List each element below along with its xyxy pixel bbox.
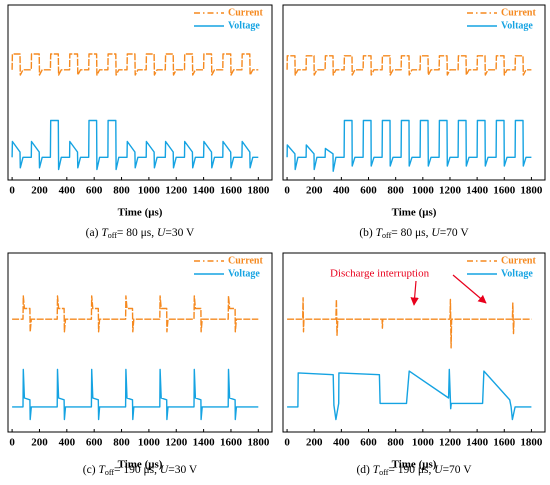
x-tick-label: 1400 [193, 185, 216, 197]
plot-frame [282, 4, 546, 181]
x-tick-label: 1400 [193, 437, 216, 449]
x-tick-label: 1200 [439, 185, 462, 197]
caption-part: = 190 μs, [114, 464, 160, 476]
x-tick-label: 800 [113, 437, 130, 449]
x-tick-label: 200 [31, 185, 48, 197]
x-tick-label: 1000 [138, 437, 161, 449]
x-tick-label: 600 [86, 185, 103, 197]
x-tick-label: 1600 [493, 185, 516, 197]
x-tick-label: 1800 [247, 437, 270, 449]
caption-part: (c) [83, 464, 99, 476]
x-tick-label: 400 [333, 437, 350, 449]
caption-part: =70 V [443, 464, 473, 476]
x-tick-label: 0 [284, 185, 290, 197]
annotation: Discharge interruption [330, 268, 430, 280]
series-line [287, 368, 532, 421]
x-tick-label: 200 [31, 437, 48, 449]
x-tick-label: 400 [333, 185, 350, 197]
caption-part: T [376, 227, 384, 239]
x-tick-label: 1200 [439, 437, 462, 449]
annotation-arrow [452, 274, 487, 304]
caption-part: =30 V [168, 464, 198, 476]
caption: (d) Toff= 190 μs, U=70 V [356, 464, 472, 477]
x-tick-label: 1000 [412, 185, 435, 197]
x-tick-label: 1200 [165, 185, 188, 197]
x-axis-label: Time (μs) [392, 207, 437, 219]
caption-part: (a) [86, 227, 102, 239]
caption-part: (d) [356, 464, 372, 476]
x-tick-label: 800 [387, 437, 404, 449]
x-tick-label: 1800 [520, 437, 543, 449]
x-tick-label: 200 [306, 437, 323, 449]
caption-part: T [373, 464, 381, 476]
x-tick-label: 600 [360, 185, 377, 197]
caption-part: off [105, 468, 115, 477]
legend-label: Voltage [228, 20, 260, 31]
caption-part: T [101, 227, 109, 239]
legend-label: Voltage [501, 268, 533, 279]
legend-label: Current [501, 7, 536, 18]
caption-part: (b) [359, 227, 375, 239]
x-tick-label: 1600 [220, 437, 243, 449]
x-tick-label: 1600 [220, 185, 243, 197]
x-tick-label: 1000 [138, 185, 161, 197]
caption-part: off [108, 231, 118, 240]
x-tick-label: 1200 [165, 437, 188, 449]
series-line [286, 119, 532, 172]
x-tick-label: 600 [86, 437, 103, 449]
x-tick-label: 800 [387, 185, 404, 197]
caption-part: = 80 μs, [117, 227, 157, 239]
legend-label: Current [228, 7, 263, 18]
caption-part: U [160, 464, 169, 476]
plot-frame [282, 252, 546, 433]
plot-frame [7, 252, 273, 433]
series-line [12, 368, 259, 421]
legend-label: Current [501, 255, 536, 266]
x-tick-label: 1800 [247, 185, 270, 197]
x-tick-label: 800 [113, 185, 130, 197]
plot-frame [7, 4, 273, 181]
caption: (b) Toff= 80 μs, U=70 V [359, 227, 469, 240]
caption-part: U [434, 464, 443, 476]
series-line [11, 119, 259, 171]
caption-part: = 80 μs, [391, 227, 431, 239]
x-tick-label: 600 [360, 437, 377, 449]
caption-part: U [431, 227, 440, 239]
caption-part: =30 V [165, 227, 195, 239]
caption-part: off [379, 468, 389, 477]
caption-part: = 190 μs, [388, 464, 434, 476]
x-tick-label: 1600 [493, 437, 516, 449]
x-tick-label: 400 [59, 437, 76, 449]
annotation-arrow [410, 280, 419, 306]
series-line [12, 295, 259, 333]
x-tick-label: 0 [9, 185, 15, 197]
x-axis-label: Time (μs) [118, 207, 163, 219]
x-axis-label: Time (μs) [392, 459, 437, 471]
caption-part: =70 V [440, 227, 470, 239]
x-axis-label: Time (μs) [118, 459, 163, 471]
x-tick-label: 200 [306, 185, 323, 197]
caption: (c) Toff= 190 μs, U=30 V [83, 464, 198, 477]
x-tick-label: 1400 [466, 185, 489, 197]
series-line [287, 297, 532, 349]
series-line [11, 53, 259, 76]
x-tick-label: 1800 [520, 185, 543, 197]
x-tick-label: 1000 [412, 437, 435, 449]
x-tick-label: 400 [59, 185, 76, 197]
series-line [286, 55, 532, 76]
x-tick-label: 1400 [466, 437, 489, 449]
legend-label: Current [228, 255, 263, 266]
x-tick-label: 0 [284, 437, 290, 449]
caption: (a) Toff= 80 μs, U=30 V [86, 227, 195, 240]
caption-part: off [382, 231, 392, 240]
caption-part: U [157, 227, 166, 239]
caption-part: T [98, 464, 106, 476]
x-tick-label: 0 [9, 437, 15, 449]
legend-label: Voltage [228, 268, 260, 279]
legend-label: Voltage [501, 20, 533, 31]
